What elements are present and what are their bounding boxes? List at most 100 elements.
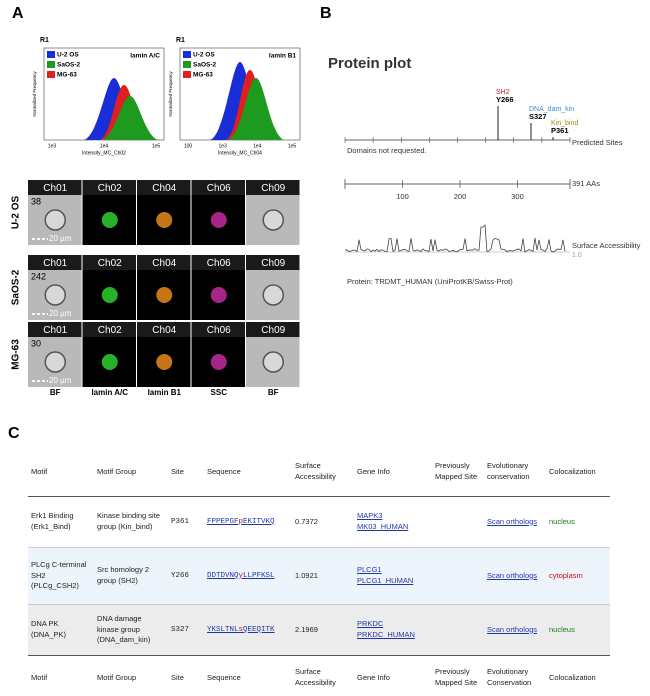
length-label: 391 AAs — [572, 179, 600, 188]
header-cell: Motif — [28, 655, 94, 696]
table-row: Erk1 Binding (Erk1_Bind) Kinase binding s… — [28, 496, 610, 548]
header-cell: Previously Mapped Site — [432, 448, 484, 497]
table-row: PLCg C-terminal SH2 (PLCg_CSH2) Src homol… — [28, 547, 610, 605]
cell-line-label: U-2 OS — [11, 196, 22, 230]
header-cell: Gene Info — [354, 448, 432, 497]
conservation: Scan orthologs — [484, 604, 546, 656]
channel-label: Ch06 — [207, 325, 231, 336]
previously-mapped — [432, 547, 484, 605]
channel-header — [191, 180, 245, 195]
scale-label: 20 µm — [49, 309, 72, 318]
scan-link[interactable]: Scan orthologs — [487, 570, 538, 580]
legend-swatch — [47, 71, 55, 78]
motif: Erk1 Binding (Erk1_Bind) — [28, 496, 94, 548]
header-cell: Gene Info — [354, 655, 432, 696]
motif: DNA PK (DNA_PK) — [28, 604, 94, 656]
channel-header — [137, 322, 191, 337]
channel-header — [82, 255, 136, 270]
channel-header — [28, 255, 82, 270]
accessibility-trace — [344, 224, 566, 253]
y-axis-label: Normalized Frequency — [32, 71, 37, 117]
cell-line-label: MG-63 — [11, 339, 22, 370]
channel-header — [82, 322, 136, 337]
channel-name: lamin B1 — [148, 388, 182, 397]
cell — [44, 209, 66, 231]
sequence-part: QEEQITK — [243, 625, 275, 634]
header-cell: Site — [168, 655, 204, 696]
gene-info: MAPK3 MK03_HUMAN — [354, 496, 432, 548]
surface-label: Surface Accessibility — [572, 241, 641, 250]
motif-group: Kinase binding site group (Kin_bind) — [94, 496, 168, 548]
channel-name: BF — [268, 388, 279, 397]
x-tick-label: 1e5 — [152, 143, 161, 149]
cell — [262, 351, 284, 373]
cell — [156, 354, 173, 370]
site-name: P361 — [551, 126, 569, 135]
cell-count: 30 — [31, 338, 41, 348]
panel-label: A — [12, 5, 24, 22]
motif-table: Motif Motif Group Site Sequence Surface Acce… — [28, 448, 610, 696]
cell — [101, 354, 118, 370]
figure: A B Protein plot C R1 U-2 OS SaOS-2 MG-63 la… — [8, 5, 641, 440]
channel-header — [28, 322, 82, 337]
sequence-link[interactable]: DDTDVNQyLLPFKSL — [207, 572, 275, 580]
gene-link[interactable]: PLCG1_HUMAN — [357, 576, 414, 585]
ruler-tick-label: 100 — [396, 192, 409, 201]
cell — [44, 351, 66, 373]
site-group: Kin_bind — [551, 120, 578, 127]
marker-label: lamin B1 — [269, 53, 296, 60]
gene-info: PRKDC PRKDC_HUMAN — [354, 604, 432, 656]
scale-label: 20 µm — [49, 376, 72, 385]
channel-header — [191, 322, 245, 337]
gene-link[interactable]: PLCG1 — [357, 565, 382, 575]
scan-link[interactable]: Scan orthologs — [487, 624, 538, 634]
sequence-part: YKSLTNL — [207, 625, 239, 634]
cell — [210, 354, 227, 370]
motif: PLCg C-terminal SH2 (PLCg_CSH2) — [28, 547, 94, 605]
site-group: DNA_dam_kin — [529, 106, 574, 113]
channel-label: Ch02 — [98, 183, 122, 194]
header-cell: Surface Accessibility — [292, 655, 354, 696]
gene-link[interactable]: PRKDC — [357, 619, 384, 629]
channel-name: lamin A/C — [91, 388, 128, 397]
channel-label: Ch09 — [261, 258, 285, 269]
previously-mapped — [432, 604, 484, 656]
scale-label: 20 µm — [49, 234, 72, 243]
header-cell: Sequence — [204, 448, 292, 497]
gene-link[interactable]: MK03_HUMAN — [357, 522, 409, 531]
cell — [262, 284, 284, 306]
gene-link[interactable]: PRKDC_HUMAN — [357, 630, 415, 639]
x-tick-label: 1e3 — [48, 143, 57, 149]
channel-label: Ch06 — [207, 258, 231, 269]
surface-ref: 1.0 — [572, 252, 582, 259]
y-axis-label: Normalized Frequency — [168, 71, 173, 117]
panel-label: B — [320, 5, 332, 22]
header-cell: Site — [168, 448, 204, 497]
legend-label: SaOS-2 — [193, 62, 217, 69]
site: P361 — [168, 496, 204, 548]
x-tick-label: 1e5 — [288, 143, 297, 149]
sequence-link[interactable]: FPPEPGFpEKITVKQ — [207, 518, 275, 526]
channel-label: Ch01 — [43, 325, 67, 336]
channel-header — [191, 255, 245, 270]
header-row: Motif Motif Group Site Sequence Surface Acce… — [28, 655, 610, 696]
header-cell: Motif Group — [94, 655, 168, 696]
channel-header — [246, 255, 300, 270]
site-name: S327 — [529, 112, 547, 121]
cell — [101, 212, 118, 228]
site: S327 — [168, 604, 204, 656]
x-tick-label: 1e4 — [253, 143, 262, 149]
site-residue: y — [238, 571, 244, 580]
scan-link[interactable]: Scan orthologs — [487, 516, 538, 526]
cell — [156, 212, 173, 228]
sequence-link[interactable]: YKSLTNLsQEEQITK — [207, 626, 275, 634]
histogram — [228, 78, 284, 140]
header-cell: Motif — [28, 448, 94, 497]
channel-header — [137, 180, 191, 195]
gene-link[interactable]: MAPK3 — [357, 511, 383, 521]
cell — [210, 212, 227, 228]
surface-accessibility: 0.7372 — [292, 496, 354, 548]
colocalization: nucleus — [546, 496, 610, 548]
x-axis-label: Intensity_MC_Ch04 — [218, 150, 262, 156]
